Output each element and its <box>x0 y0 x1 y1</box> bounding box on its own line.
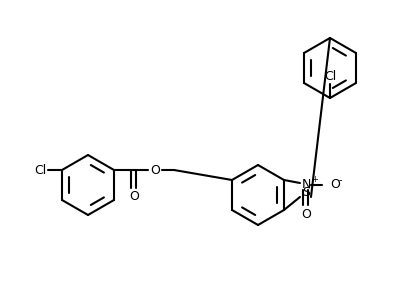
Text: O: O <box>129 190 139 204</box>
Text: O: O <box>301 207 311 221</box>
Text: O: O <box>330 179 340 192</box>
Text: N: N <box>301 179 310 192</box>
Text: Cl: Cl <box>34 164 46 176</box>
Text: O: O <box>150 164 160 176</box>
Text: -: - <box>339 175 342 185</box>
Text: Cl: Cl <box>324 69 336 83</box>
Text: S: S <box>302 185 310 198</box>
Text: +: + <box>311 176 318 184</box>
